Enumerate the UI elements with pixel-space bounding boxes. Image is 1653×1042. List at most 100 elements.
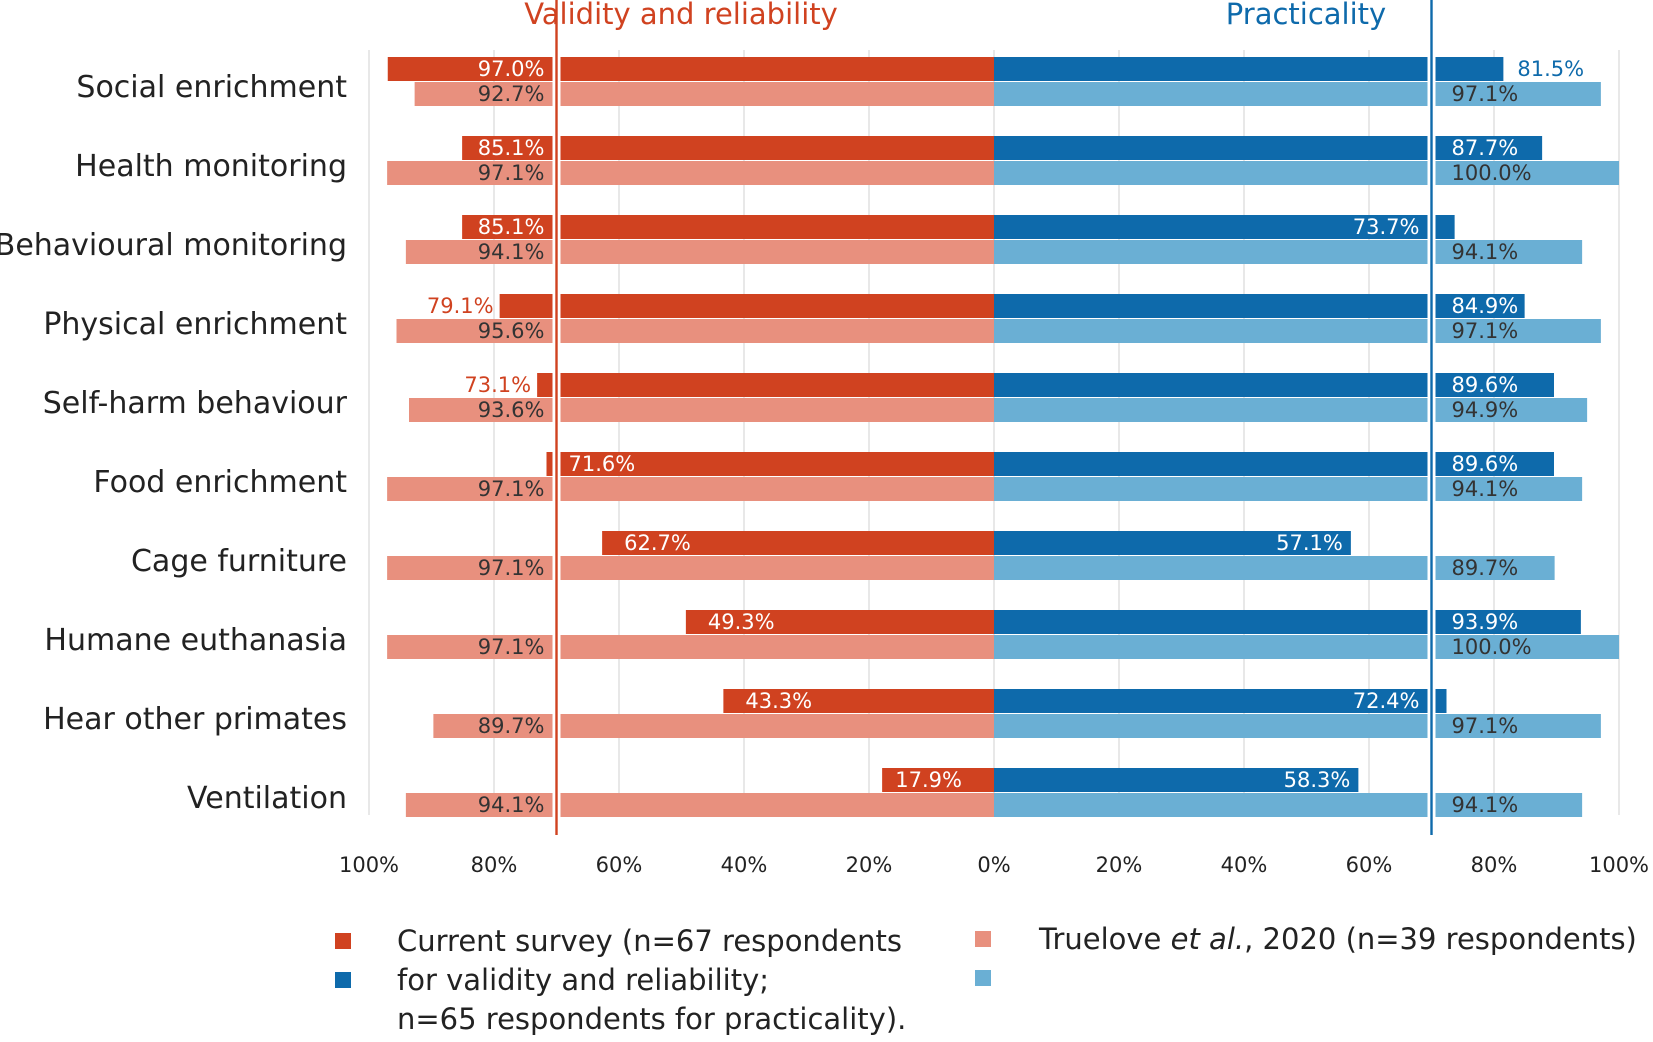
practicality-current-label: 81.5% — [1517, 57, 1584, 81]
practicality-truelove-bar — [1435, 161, 1619, 185]
validity-truelove-bar — [560, 714, 994, 738]
practicality-truelove-bar — [994, 635, 1428, 659]
x-tick-label: 20% — [1096, 853, 1143, 877]
practicality-current-label: 58.3% — [1284, 768, 1351, 792]
practicality-current-bar — [1435, 136, 1543, 160]
x-tick-label: 80% — [471, 853, 518, 877]
x-tick-label: 40% — [721, 853, 768, 877]
practicality-current-bar — [994, 689, 1428, 713]
validity-truelove-label: 93.6% — [478, 398, 545, 422]
practicality-current-label: 57.1% — [1276, 531, 1343, 555]
practicality-truelove-label: 94.1% — [1452, 240, 1519, 264]
validity-truelove-bar — [405, 240, 553, 264]
validity-truelove-bar — [405, 793, 553, 817]
practicality-truelove-bar — [1435, 82, 1601, 106]
legend-swatch-current-right — [335, 972, 351, 988]
validity-truelove-label: 95.6% — [478, 319, 545, 343]
practicality-truelove-bar — [1435, 714, 1601, 738]
validity-truelove-bar — [387, 556, 553, 580]
practicality-current-bar — [1435, 57, 1504, 81]
legend-swatch-current-left — [335, 933, 351, 949]
right-panel-header: Practicality — [1226, 0, 1386, 31]
validity-current-bar — [560, 373, 994, 397]
practicality-current-bar — [994, 531, 1351, 555]
practicality-truelove-label: 94.1% — [1452, 793, 1519, 817]
validity-truelove-bar — [433, 714, 553, 738]
practicality-truelove-bar — [994, 477, 1428, 501]
validity-truelove-label: 97.1% — [478, 161, 545, 185]
validity-truelove-label: 97.1% — [478, 477, 545, 501]
practicality-truelove-bar — [994, 793, 1428, 817]
practicality-truelove-bar — [1435, 477, 1583, 501]
category-label: Hear other primates — [43, 702, 347, 737]
validity-truelove-bar — [396, 319, 553, 343]
practicality-truelove-label: 100.0% — [1452, 635, 1532, 659]
validity-truelove-label: 89.7% — [478, 714, 545, 738]
validity-current-bar — [537, 373, 553, 397]
validity-truelove-label: 97.1% — [478, 635, 545, 659]
validity-current-label: 97.0% — [478, 57, 545, 81]
validity-truelove-bar — [409, 398, 553, 422]
validity-current-bar — [560, 215, 994, 239]
category-label: Self-harm behaviour — [43, 386, 348, 421]
legend-current-line3: n=65 respondents for practicality). — [397, 1002, 907, 1036]
practicality-truelove-bar — [994, 161, 1428, 185]
x-tick-label: 80% — [1471, 853, 1518, 877]
x-tick-label: 20% — [846, 853, 893, 877]
practicality-truelove-bar — [994, 240, 1428, 264]
practicality-truelove-bar — [994, 556, 1428, 580]
validity-current-label: 73.1% — [464, 373, 531, 397]
validity-current-bar — [462, 136, 553, 160]
category-label: Health monitoring — [75, 149, 347, 184]
practicality-truelove-bar — [994, 714, 1428, 738]
x-tick-label: 0% — [977, 853, 1010, 877]
validity-current-label: 17.9% — [895, 768, 962, 792]
practicality-current-bar — [994, 768, 1359, 792]
validity-truelove-bar — [560, 319, 994, 343]
practicality-truelove-bar — [1435, 240, 1583, 264]
practicality-current-bar — [994, 215, 1428, 239]
x-tick-label: 100% — [339, 853, 399, 877]
x-tick-label: 40% — [1221, 853, 1268, 877]
validity-truelove-label: 94.1% — [478, 240, 545, 264]
category-label: Physical enrichment — [43, 307, 347, 342]
practicality-truelove-bar — [1435, 398, 1588, 422]
practicality-truelove-bar — [1435, 319, 1601, 343]
legend-current-line2: for validity and reliability; — [397, 963, 770, 997]
practicality-current-bar — [994, 373, 1428, 397]
labels-layer: 100% 80% 60% 40% 20% 0% 20% 40% 60% 80% 100% Social… — [0, 57, 1649, 877]
validity-truelove-bar — [560, 398, 994, 422]
category-label: Ventilation — [187, 781, 347, 816]
practicality-current-bar — [1435, 373, 1554, 397]
validity-truelove-bar — [560, 635, 994, 659]
x-tick-label: 100% — [1589, 853, 1649, 877]
validity-current-bar — [560, 294, 994, 318]
practicality-truelove-bar — [994, 398, 1428, 422]
validity-current-label: 62.7% — [624, 531, 691, 555]
practicality-truelove-bar — [994, 319, 1428, 343]
validity-current-bar — [723, 689, 994, 713]
x-tick-label: 60% — [1346, 853, 1393, 877]
validity-current-bar — [560, 452, 994, 476]
practicality-truelove-label: 94.1% — [1452, 477, 1519, 501]
validity-current-label: 85.1% — [478, 215, 545, 239]
validity-current-bar — [387, 57, 553, 81]
practicality-truelove-label: 97.1% — [1452, 714, 1519, 738]
validity-current-bar — [546, 452, 553, 476]
validity-truelove-bar — [414, 82, 553, 106]
practicality-current-bar — [1435, 452, 1554, 476]
legend-swatch-truelove-right — [975, 970, 991, 986]
practicality-current-bar — [1435, 294, 1525, 318]
practicality-current-bar — [1435, 215, 1455, 239]
validity-truelove-bar — [560, 82, 994, 106]
validity-truelove-bar — [387, 635, 553, 659]
x-tick-label: 60% — [596, 853, 643, 877]
validity-current-label: 71.6% — [569, 452, 636, 476]
category-label: Social enrichment — [76, 70, 347, 105]
practicality-current-label: 72.4% — [1353, 689, 1420, 713]
practicality-truelove-bar — [1435, 793, 1583, 817]
practicality-current-bar — [994, 610, 1428, 634]
validity-truelove-bar — [560, 477, 994, 501]
validity-current-bar — [882, 768, 994, 792]
validity-truelove-bar — [560, 161, 994, 185]
